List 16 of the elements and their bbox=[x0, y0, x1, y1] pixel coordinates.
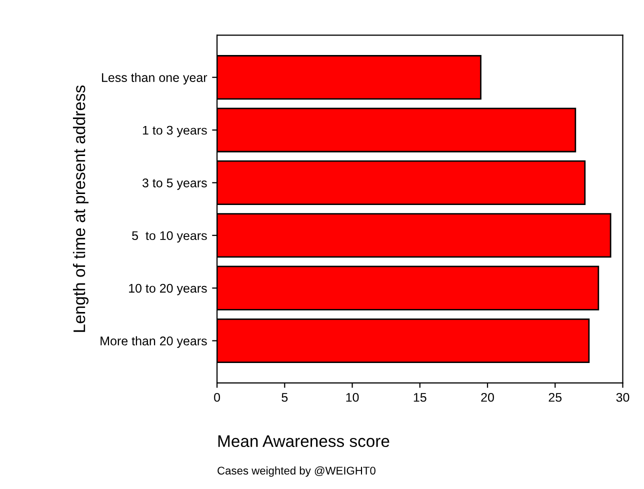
x-tick-label: 25 bbox=[548, 392, 562, 402]
x-tick-label: 20 bbox=[481, 392, 494, 402]
x-tick-label: 5 bbox=[282, 393, 288, 402]
x-tick-label: 10 bbox=[346, 392, 359, 402]
y-tick-label: 1 to 3 years bbox=[142, 126, 207, 138]
text: Cases weighted by @WEIGHT0 bbox=[218, 466, 376, 477]
x-tick-label: 15 bbox=[414, 393, 426, 402]
y-tick-label: 5 to 10 years bbox=[132, 231, 207, 243]
y-tick-label: More than 20 years bbox=[100, 336, 207, 348]
x-tick-label: 0 bbox=[214, 392, 220, 402]
y-tick-label: 3 to 5 years bbox=[142, 178, 207, 190]
x-tick-label: 30 bbox=[616, 392, 630, 402]
y-axis-title: Length of time at present address bbox=[72, 85, 89, 332]
y-tick-label: 10 to 20 years bbox=[129, 284, 207, 296]
y-tick-label: Less than one year bbox=[102, 72, 208, 84]
x-axis-title: Mean Awareness score bbox=[218, 435, 390, 448]
